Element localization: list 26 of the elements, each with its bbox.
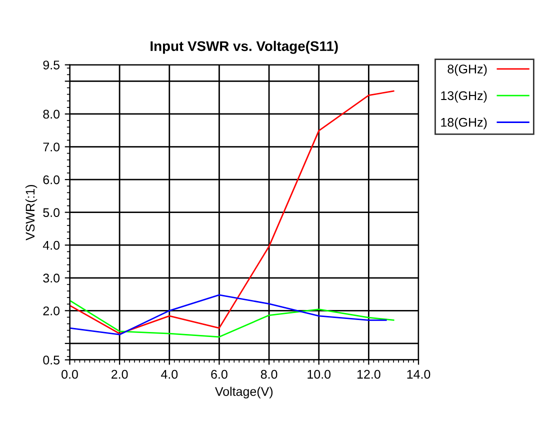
x-tick-label: 0.0 (62, 370, 78, 379)
chart-title: Input VSWR vs. Voltage(S11) (150, 40, 338, 54)
x-axis-title: Voltage(V) (214, 386, 273, 398)
x-tick-label: 10.0 (308, 370, 331, 379)
y-tick-label: 7.0 (43, 142, 60, 152)
legend-label: 18(GHz) (441, 118, 487, 130)
y-tick-label: 2.0 (43, 306, 60, 316)
x-tick-label: 4.0 (160, 370, 178, 379)
y-tick-label: 0.5 (43, 356, 60, 364)
x-tick-label: 12.0 (357, 370, 380, 379)
y-tick-label: 3.0 (43, 274, 60, 283)
y-tick-label: 8.0 (43, 110, 60, 119)
y-tick-label: 5.0 (43, 208, 60, 217)
x-tick-label: 8.0 (260, 370, 278, 379)
legend-label: 13(GHz) (441, 90, 487, 103)
x-tick-label: 2.0 (112, 370, 128, 379)
y-tick-label: 6.0 (43, 175, 60, 184)
y-axis-title: VSWR(:1) (25, 184, 38, 240)
line-series (70, 90, 394, 334)
y-tick-label: 4.0 (42, 240, 60, 250)
y-tick-label: 9.5 (43, 60, 60, 70)
line-series (70, 300, 394, 338)
legend-label: 8(GHz) (448, 64, 487, 76)
x-tick-label: 6.0 (211, 370, 228, 379)
x-tick-label: 14.0 (407, 370, 430, 379)
line-series (70, 294, 387, 336)
